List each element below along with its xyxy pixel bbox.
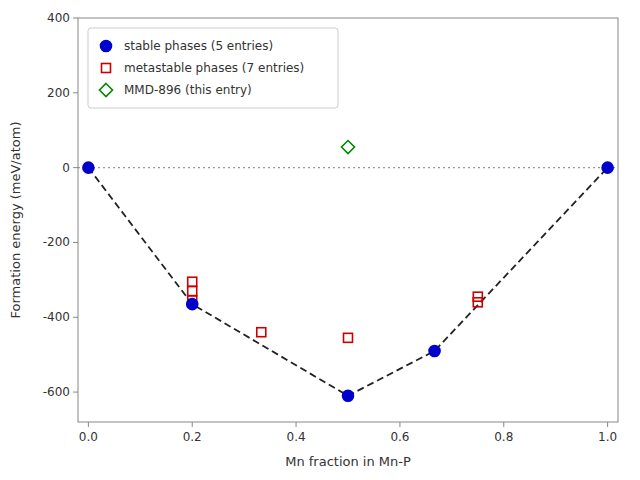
legend-label: MMD-896 (this entry) xyxy=(124,83,252,97)
y-tick xyxy=(73,167,78,168)
scatter-point xyxy=(602,162,613,173)
y-tick xyxy=(73,317,78,318)
x-axis: 0.0 0.2 0.4 0.6 0.8 1.0 xyxy=(79,422,617,444)
y-axis: -600 -400 -200 0 200 400 xyxy=(43,11,78,399)
scatter-point xyxy=(257,328,266,337)
legend-label: stable phases (5 entries) xyxy=(124,39,273,53)
x-tick xyxy=(399,422,400,427)
data-area xyxy=(83,141,613,402)
scatter-point xyxy=(188,287,197,296)
legend-marker xyxy=(100,84,113,97)
scatter-point xyxy=(83,162,94,173)
scatter-point xyxy=(187,299,198,310)
y-tick xyxy=(73,242,78,243)
scatter-point xyxy=(342,141,355,154)
x-tick xyxy=(607,422,608,427)
y-axis-label: Formation energy (meV/atom) xyxy=(8,122,23,319)
x-tick-label: 0.2 xyxy=(183,430,202,444)
x-tick xyxy=(192,422,193,427)
y-tick-label: -200 xyxy=(43,235,70,249)
scatter-point xyxy=(344,333,353,342)
scatter-point xyxy=(473,298,482,307)
scatter-series xyxy=(188,277,483,342)
legend-box xyxy=(88,28,338,108)
scatter-series xyxy=(83,162,613,401)
x-tick xyxy=(503,422,504,427)
x-tick xyxy=(296,422,297,427)
y-tick xyxy=(73,92,78,93)
x-tick-label: 0.4 xyxy=(287,430,306,444)
scatter-point xyxy=(343,390,354,401)
x-tick-label: 0.0 xyxy=(79,430,98,444)
scatter-point xyxy=(429,345,440,356)
chart-container: 0.0 0.2 0.4 0.6 0.8 1.0 -600 -400 -200 0 200 400 Mn … xyxy=(0,0,640,480)
y-tick-label: 0 xyxy=(62,161,70,175)
hull-line xyxy=(88,168,607,396)
y-tick-label: 400 xyxy=(47,11,70,25)
legend-label: metastable phases (7 entries) xyxy=(124,61,304,75)
scatter-point xyxy=(188,277,197,286)
legend-marker xyxy=(102,64,111,73)
legend: stable phases (5 entries) metastable phas… xyxy=(88,28,338,108)
plot-background xyxy=(78,18,618,422)
y-tick xyxy=(73,392,78,393)
y-tick-label: -600 xyxy=(43,385,70,399)
x-tick-label: 1.0 xyxy=(598,430,617,444)
y-tick xyxy=(73,18,78,19)
x-tick xyxy=(88,422,89,427)
plot-frame xyxy=(78,18,618,422)
x-axis-label: Mn fraction in Mn-P xyxy=(285,454,411,469)
scatter-series xyxy=(342,141,355,154)
legend-marker xyxy=(101,41,112,52)
chart-svg: 0.0 0.2 0.4 0.6 0.8 1.0 -600 -400 -200 0 200 400 Mn … xyxy=(0,0,640,480)
x-tick-label: 0.6 xyxy=(390,430,409,444)
scatter-point xyxy=(473,292,482,301)
y-tick-label: -400 xyxy=(43,310,70,324)
zero-line xyxy=(78,167,618,168)
y-tick-label: 200 xyxy=(47,86,70,100)
x-tick-label: 0.8 xyxy=(494,430,513,444)
